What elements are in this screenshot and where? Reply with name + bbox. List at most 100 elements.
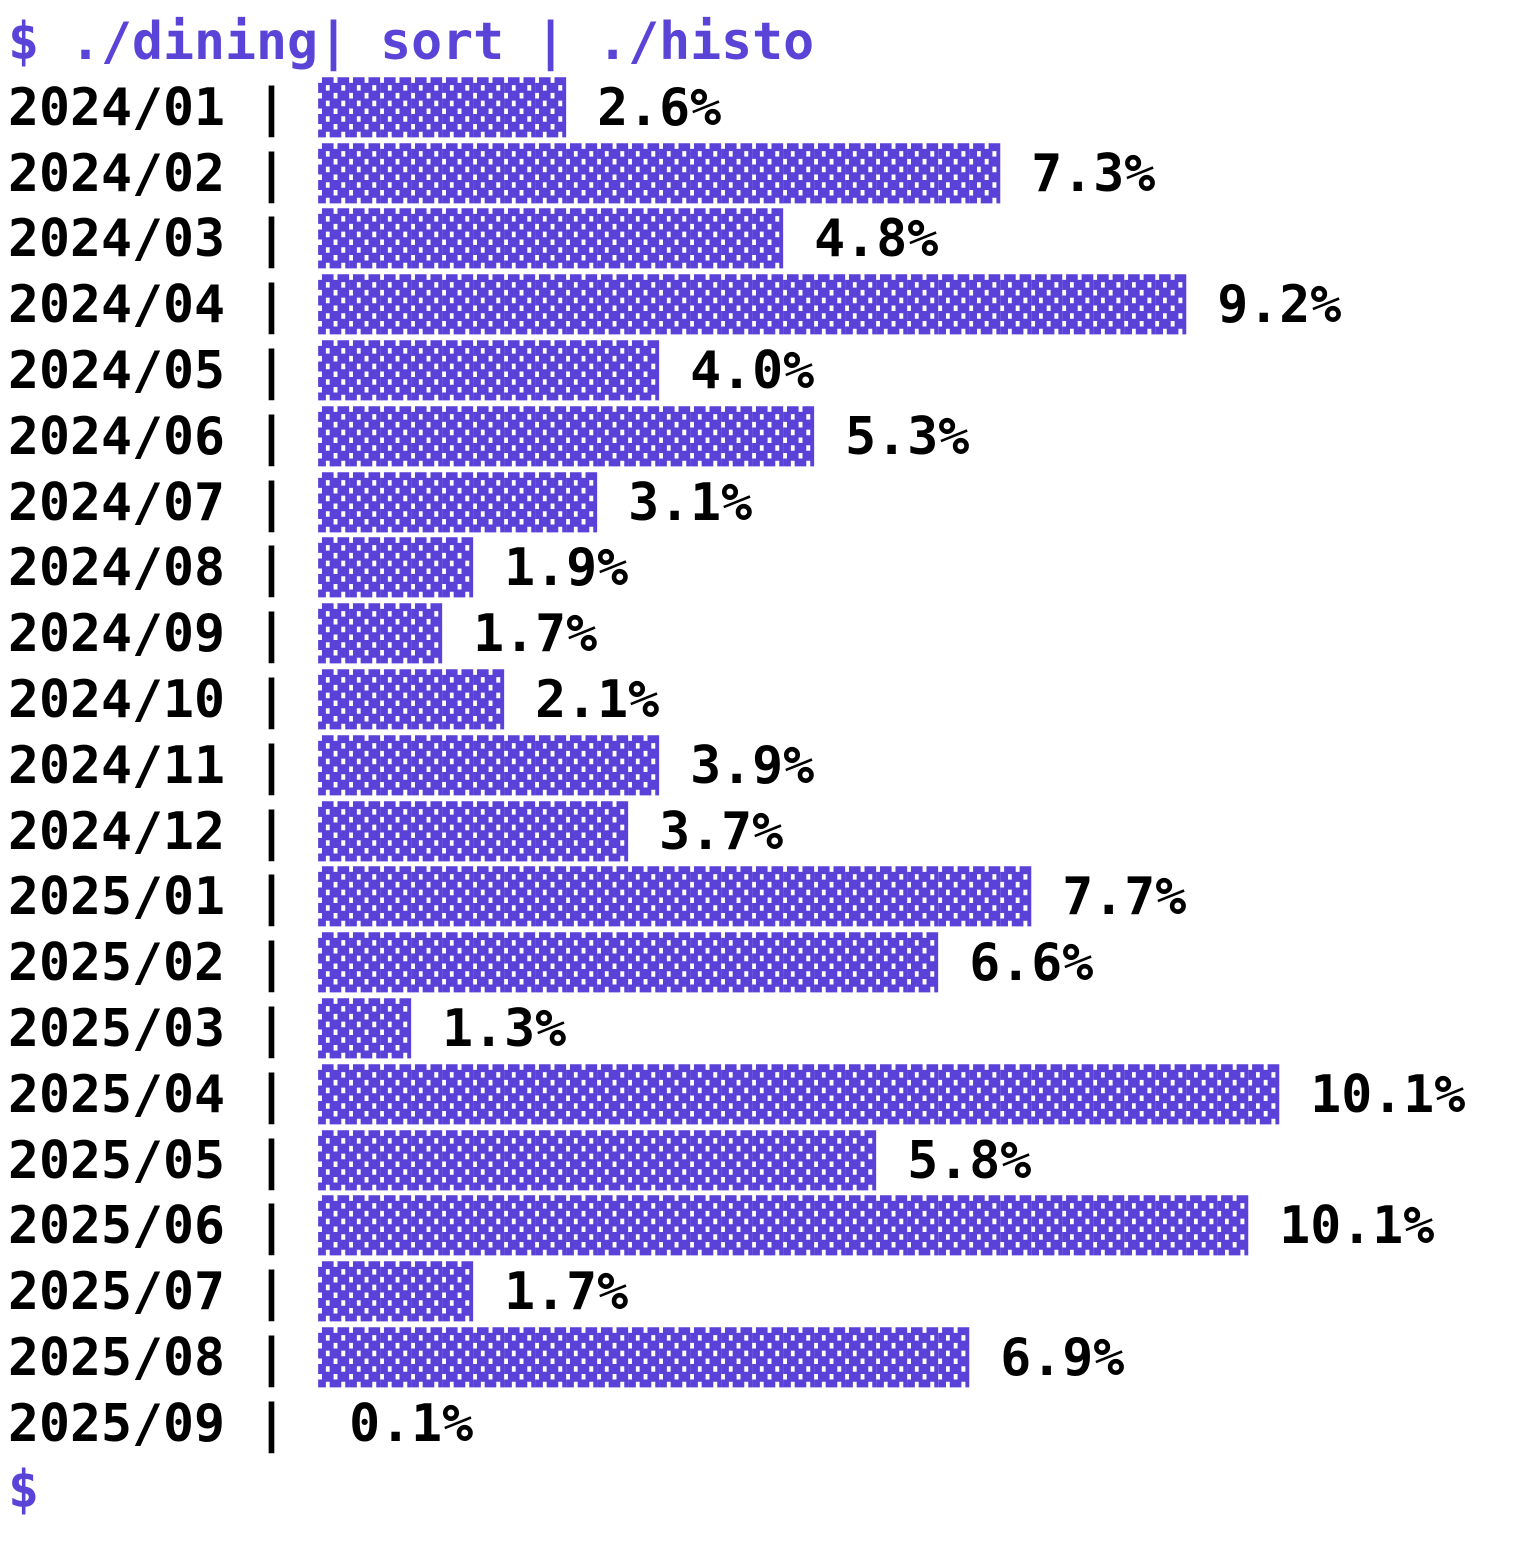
row-month-label: 2024/07 [8,472,226,533]
axis-separator: | [225,669,319,730]
axis-separator: | [225,998,319,1059]
axis-separator: | [225,604,319,665]
histogram-row: 2025/05 | ▓▓▓▓▓▓▓▓▓▓▓▓▓▓▓▓▓▓ 5.8% [8,1129,1538,1195]
bar-value-label: 4.8% [783,209,939,270]
histogram-row: 2024/01 | ▓▓▓▓▓▓▓▓ 2.6% [8,76,1538,142]
row-month-label: 2025/08 [8,1327,226,1388]
axis-separator: | [225,143,319,204]
bar-value-label: 1.9% [473,538,629,599]
row-month-label: 2025/06 [8,1196,226,1257]
bar-value-label: 5.3% [814,406,970,467]
axis-separator: | [225,538,319,599]
bar-segment: ▓▓▓▓▓▓▓▓ [318,77,567,138]
bar-value-label: 3.7% [628,801,784,862]
axis-separator: | [225,275,319,336]
bar-segment: ▓▓▓▓▓▓▓▓▓▓▓▓▓▓▓▓▓▓▓▓▓▓▓▓▓▓▓▓▓▓▓ [318,1064,1280,1125]
axis-separator: | [225,1196,319,1257]
bar-segment: ▓▓▓▓▓▓▓▓▓▓▓▓▓▓▓▓▓▓ [318,1130,877,1191]
axis-separator: | [225,735,319,796]
bar-value-label: 1.7% [442,604,598,665]
histogram-row: 2025/01 | ▓▓▓▓▓▓▓▓▓▓▓▓▓▓▓▓▓▓▓▓▓▓▓ 7.7% [8,865,1538,931]
histogram-row: 2024/07 | ▓▓▓▓▓▓▓▓▓ 3.1% [8,471,1538,537]
bar-value-label: 9.2% [1186,275,1342,336]
axis-separator: | [225,1262,319,1323]
bar-segment: ▓▓▓▓▓▓▓▓▓▓▓▓▓▓▓▓ [318,406,815,467]
axis-separator: | [225,472,319,533]
row-month-label: 2025/04 [8,1064,226,1125]
bar-value-label: 2.1% [504,669,660,730]
bar-value-label: 7.7% [1031,867,1187,928]
row-month-label: 2024/12 [8,801,226,862]
axis-separator: | [225,209,319,270]
row-month-label: 2025/07 [8,1262,226,1323]
row-month-label: 2024/09 [8,604,226,665]
row-month-label: 2024/02 [8,143,226,204]
bar-segment: ▓▓▓▓▓ [318,1262,474,1323]
bar-value-label: 4.0% [659,340,815,401]
axis-separator: | [225,340,319,401]
bar-value-label: 6.6% [938,933,1094,994]
row-month-label: 2024/03 [8,209,226,270]
histogram-row: 2025/08 | ▓▓▓▓▓▓▓▓▓▓▓▓▓▓▓▓▓▓▓▓▓ 6.9% [8,1326,1538,1392]
bar-segment: ▓▓▓▓▓▓▓▓▓▓ [318,801,629,862]
bar-value-label: 2.6% [566,77,722,138]
histogram: 2024/01 | ▓▓▓▓▓▓▓▓ 2.6% 2024/02 | ▓▓▓▓▓▓▓… [8,76,1538,1458]
bar-segment: ▓▓▓▓▓ [318,538,474,599]
bar-segment: ▓▓▓▓▓▓▓▓▓▓▓▓▓▓▓ [318,209,784,270]
bar-value-label: 10.1% [1248,1196,1435,1257]
row-month-label: 2024/04 [8,275,226,336]
row-month-label: 2024/05 [8,340,226,401]
bar-value-label: 6.9% [969,1327,1125,1388]
axis-separator: | [225,1064,319,1125]
axis-separator: | [225,1327,319,1388]
histogram-row: 2024/02 | ▓▓▓▓▓▓▓▓▓▓▓▓▓▓▓▓▓▓▓▓▓▓ 7.3% [8,142,1538,208]
histogram-row: 2024/04 | ▓▓▓▓▓▓▓▓▓▓▓▓▓▓▓▓▓▓▓▓▓▓▓▓▓▓▓▓ 9… [8,273,1538,339]
row-month-label: 2025/05 [8,1130,226,1191]
row-month-label: 2025/03 [8,998,226,1059]
histogram-row: 2025/03 | ▓▓▓ 1.3% [8,997,1538,1063]
bar-value-label: 7.3% [1000,143,1156,204]
bar-value-label: 10.1% [1279,1064,1466,1125]
histogram-row: 2024/05 | ▓▓▓▓▓▓▓▓▓▓▓ 4.0% [8,339,1538,405]
axis-separator: | [225,933,319,994]
bar-value-label: 1.7% [473,1262,629,1323]
bar-segment: ▓▓▓▓▓▓▓▓▓▓▓▓▓▓▓▓▓▓▓▓▓ [318,1327,970,1388]
row-month-label: 2025/01 [8,867,226,928]
histogram-row: 2025/04 | ▓▓▓▓▓▓▓▓▓▓▓▓▓▓▓▓▓▓▓▓▓▓▓▓▓▓▓▓▓▓… [8,1063,1538,1129]
histogram-row: 2025/07 | ▓▓▓▓▓ 1.7% [8,1260,1538,1326]
bar-value-label: 3.1% [597,472,753,533]
histogram-row: 2024/12 | ▓▓▓▓▓▓▓▓▓▓ 3.7% [8,800,1538,866]
histogram-row: 2025/06 | ▓▓▓▓▓▓▓▓▓▓▓▓▓▓▓▓▓▓▓▓▓▓▓▓▓▓▓▓▓▓… [8,1194,1538,1260]
bar-segment: ▓▓▓▓▓▓▓▓▓▓▓▓▓▓▓▓▓▓▓▓▓▓▓ [318,867,1032,928]
histogram-row: 2024/06 | ▓▓▓▓▓▓▓▓▓▓▓▓▓▓▓▓ 5.3% [8,405,1538,471]
bar-segment: ▓▓▓ [318,998,412,1059]
bar-segment: ▓▓▓▓▓▓▓▓▓▓▓▓▓▓▓▓▓▓▓▓▓▓▓▓▓▓▓▓ [318,275,1187,336]
row-month-label: 2024/11 [8,735,226,796]
axis-separator: | [225,801,319,862]
command-prompt-line: $ ./dining| sort | ./histo [8,12,815,72]
histogram-row: 2025/02 | ▓▓▓▓▓▓▓▓▓▓▓▓▓▓▓▓▓▓▓▓ 6.6% [8,931,1538,997]
bar-value-label: 5.8% [876,1130,1032,1191]
row-month-label: 2024/10 [8,669,226,730]
bar-segment: ▓▓▓▓▓▓ [318,669,505,730]
bar-segment: ▓▓▓▓▓▓▓▓▓ [318,472,598,533]
histogram-row: 2024/11 | ▓▓▓▓▓▓▓▓▓▓▓ 3.9% [8,734,1538,800]
bar-segment: ▓▓▓▓▓▓▓▓▓▓▓▓▓▓▓▓▓▓▓▓▓▓ [318,143,1001,204]
axis-separator: | [225,867,319,928]
axis-separator: | [225,406,319,467]
trailing-prompt: $ [8,1459,40,1520]
bar-segment: ▓▓▓▓ [318,604,443,665]
axis-separator: | [225,77,319,138]
row-month-label: 2024/08 [8,538,226,599]
row-month-label: 2024/01 [8,77,226,138]
histogram-row: 2024/09 | ▓▓▓▓ 1.7% [8,602,1538,668]
histogram-row: 2024/10 | ▓▓▓▓▓▓ 2.1% [8,668,1538,734]
histogram-row: 2024/08 | ▓▓▓▓▓ 1.9% [8,536,1538,602]
axis-separator: | [225,1130,319,1191]
bar-value-label: 1.3% [411,998,567,1059]
bar-value-label: 0.1% [318,1393,474,1454]
row-month-label: 2024/06 [8,406,226,467]
row-month-label: 2025/02 [8,933,226,994]
histogram-row: 2024/03 | ▓▓▓▓▓▓▓▓▓▓▓▓▓▓▓ 4.8% [8,207,1538,273]
